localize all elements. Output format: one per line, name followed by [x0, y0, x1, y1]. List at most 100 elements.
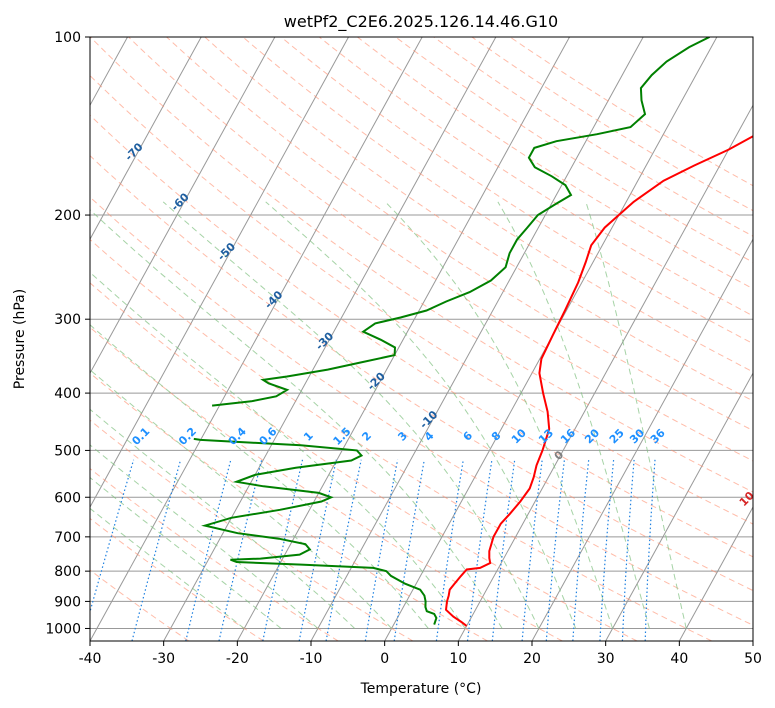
dry-adiabat-line — [128, 37, 753, 462]
moist-adiabat-line — [162, 201, 540, 629]
moist-adiabat-line — [90, 507, 245, 629]
isotherm-line — [90, 37, 423, 641]
mixing-ratio-line — [545, 459, 565, 641]
moist-adiabat-line — [90, 444, 319, 629]
isotherm-line — [163, 37, 497, 641]
profile-line — [211, 37, 710, 407]
dry-adiabat-line — [90, 326, 563, 641]
moist-adiabat-line — [585, 201, 687, 629]
mixing-ratio-line — [131, 459, 182, 641]
dry-adiabat-line — [90, 196, 753, 626]
mixing-ratio-label: 20 — [582, 426, 602, 446]
profile-lines — [193, 37, 753, 627]
isotherm-line — [310, 37, 644, 641]
mixing-ratio-line — [298, 459, 337, 641]
overlay-labels: -70-60-50-40-30-20-100.1 0.2 0.4 0.6 1 1.5 2 3 4… — [122, 140, 757, 509]
mixing-ratio-line — [262, 459, 304, 641]
moist-adiabat-line — [385, 201, 614, 629]
mixing-ratio-line — [218, 459, 263, 641]
isotherm-line — [752, 639, 753, 641]
dry-adiabat-line — [90, 114, 753, 558]
mixing-ratio-label: 36 — [648, 426, 668, 446]
mixing-ratio-line — [364, 459, 399, 641]
x-tick-label: -40 — [79, 651, 102, 667]
dry-adiabat-line — [90, 569, 190, 641]
x-tick-label: -10 — [300, 651, 323, 667]
mixing-ratio-label: 4 — [422, 429, 437, 444]
moist-adiabat-line — [497, 201, 650, 629]
y-tick-label: 600 — [54, 490, 81, 506]
moist-adiabat-line — [90, 408, 356, 629]
background-lines — [90, 37, 753, 641]
mixing-ratio-line — [393, 459, 425, 641]
dry-adiabat-line — [433, 37, 753, 237]
x-tick-label: 30 — [597, 651, 615, 667]
y-tick-label: 300 — [54, 312, 81, 328]
x-tick-label: 40 — [670, 651, 688, 667]
isotherm-line — [605, 372, 753, 641]
moist-adiabat-line — [90, 324, 429, 629]
mixing-ratio-label: 1.5 — [331, 425, 354, 448]
moist-adiabat-line — [90, 476, 282, 629]
x-tick-label: 10 — [449, 651, 467, 667]
mixing-ratio-line — [435, 459, 464, 641]
mixing-ratio-line — [466, 459, 493, 641]
mixing-ratio-label: 0.4 — [226, 425, 249, 448]
mixing-ratio-label: 6 — [461, 429, 476, 444]
dry-adiabat-line — [509, 37, 753, 187]
isotherm-line — [90, 37, 276, 375]
mixing-ratio-label: 2 — [359, 429, 374, 444]
y-tick-label: 800 — [54, 564, 81, 580]
dry-adiabat-line — [90, 74, 753, 525]
dry-adiabat-line — [280, 37, 753, 345]
y-tick-label: 400 — [54, 386, 81, 402]
dry-adiabat-line — [90, 419, 414, 641]
y-tick-label: 900 — [54, 594, 81, 610]
x-tick-label: -30 — [152, 651, 175, 667]
mixing-ratio-line — [185, 459, 232, 641]
mixing-ratio-label: 30 — [627, 426, 647, 446]
dry-adiabat-line — [318, 37, 753, 317]
chart-title: wetPf2_C2E6.2025.126.14.46.G10 — [284, 12, 558, 32]
dry-adiabat-line — [90, 467, 339, 641]
x-tick-label: 0 — [380, 651, 389, 667]
dry-adiabat-line — [166, 37, 753, 432]
moist-adiabat-line — [90, 271, 466, 629]
profile-line — [193, 437, 438, 625]
moist-adiabat-line — [90, 209, 503, 629]
y-tick-label: 1000 — [45, 621, 81, 637]
y-tick-label: 200 — [54, 208, 81, 224]
profile-line — [444, 135, 753, 627]
mixing-ratio-label: 10 — [509, 426, 529, 446]
mixing-ratio-line — [599, 459, 615, 641]
isotherm-line — [457, 104, 753, 641]
y-tick-label: 500 — [54, 443, 81, 459]
dry-adiabat-line — [357, 37, 753, 290]
dry-adiabat-line — [90, 372, 488, 641]
isotherm-line — [90, 37, 349, 509]
isotherm-line — [678, 506, 753, 641]
x-tick-label: -20 — [226, 651, 249, 667]
axes: -40 -30 -20 -10 0 10 20 30 40 5010020030040050060… — [45, 30, 762, 667]
dry-adiabat-line — [471, 37, 753, 212]
plot-frame — [89, 36, 754, 642]
dry-adiabat-line — [395, 37, 753, 263]
mixing-ratio-label: 8 — [489, 429, 504, 444]
dry-adiabat-line — [90, 37, 753, 493]
y-tick-label: 700 — [54, 530, 81, 546]
moist-adiabat-line — [265, 201, 577, 629]
isotherm-line — [531, 238, 753, 641]
mixing-ratio-line — [90, 459, 135, 614]
isotherm-line — [90, 37, 202, 241]
x-axis-label: Temperature (°C) — [360, 681, 482, 697]
mixing-ratio-line — [644, 459, 656, 641]
y-tick-label: 100 — [54, 30, 81, 46]
mixing-ratio-line — [491, 459, 516, 641]
mixing-ratio-label: 1 — [301, 429, 316, 444]
mixing-ratio-line — [521, 459, 543, 641]
moist-adiabat-line — [90, 369, 392, 629]
mixing-ratio-line — [325, 459, 362, 641]
dry-adiabat-line — [90, 155, 753, 592]
dry-adiabat-line — [90, 517, 264, 641]
